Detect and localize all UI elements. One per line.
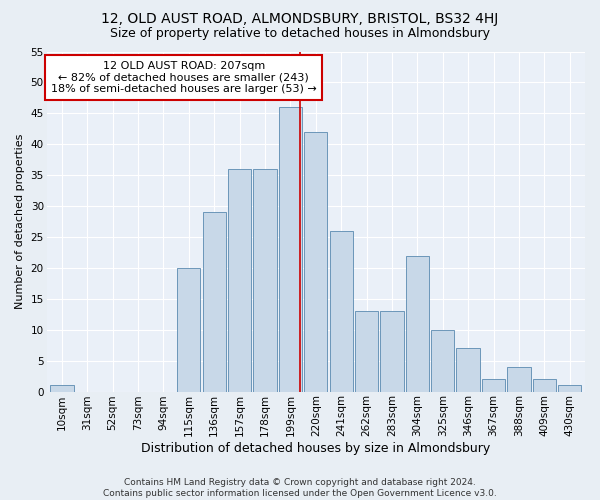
Text: Size of property relative to detached houses in Almondsbury: Size of property relative to detached ho…: [110, 28, 490, 40]
Bar: [355, 311, 378, 392]
Bar: [406, 256, 429, 392]
Bar: [558, 386, 581, 392]
Bar: [253, 169, 277, 392]
Bar: [380, 311, 404, 392]
Bar: [50, 386, 74, 392]
Bar: [304, 132, 328, 392]
Text: 12 OLD AUST ROAD: 207sqm
← 82% of detached houses are smaller (243)
18% of semi-: 12 OLD AUST ROAD: 207sqm ← 82% of detach…: [51, 61, 317, 94]
Bar: [279, 107, 302, 392]
Bar: [203, 212, 226, 392]
Bar: [457, 348, 480, 392]
Bar: [507, 367, 530, 392]
Bar: [228, 169, 251, 392]
Bar: [177, 268, 200, 392]
Bar: [482, 379, 505, 392]
X-axis label: Distribution of detached houses by size in Almondsbury: Distribution of detached houses by size …: [141, 442, 490, 455]
Y-axis label: Number of detached properties: Number of detached properties: [15, 134, 25, 309]
Text: 12, OLD AUST ROAD, ALMONDSBURY, BRISTOL, BS32 4HJ: 12, OLD AUST ROAD, ALMONDSBURY, BRISTOL,…: [101, 12, 499, 26]
Text: Contains HM Land Registry data © Crown copyright and database right 2024.
Contai: Contains HM Land Registry data © Crown c…: [103, 478, 497, 498]
Bar: [431, 330, 454, 392]
Bar: [329, 231, 353, 392]
Bar: [533, 379, 556, 392]
